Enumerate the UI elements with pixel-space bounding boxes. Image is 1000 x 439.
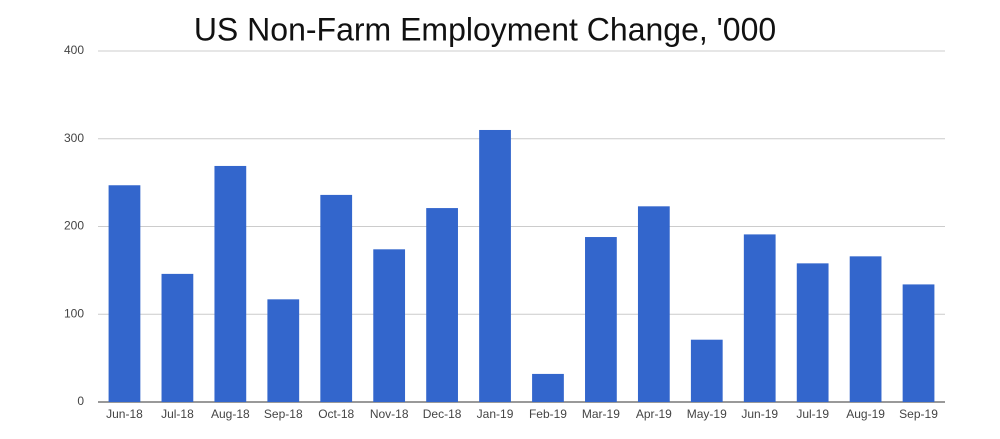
bar — [108, 185, 141, 402]
x-tick-label: Dec-18 — [423, 407, 462, 421]
bar — [532, 373, 564, 402]
bar — [849, 256, 882, 402]
bar — [585, 237, 617, 402]
x-tick-label: Mar-19 — [582, 407, 620, 421]
x-tick-label: Jul-18 — [161, 407, 194, 421]
y-tick-label: 100 — [64, 306, 84, 320]
x-tick-label: Feb-19 — [529, 407, 567, 421]
x-tick-label: Jun-19 — [741, 407, 778, 421]
bar — [479, 129, 511, 402]
x-tick-label: Jun-18 — [106, 407, 143, 421]
y-tick-label: 200 — [64, 219, 84, 233]
x-tick-label: Nov-18 — [370, 407, 409, 421]
bar — [796, 263, 829, 402]
x-tick-label: May-19 — [687, 407, 727, 421]
bar — [320, 194, 353, 402]
y-tick-label: 0 — [77, 394, 84, 408]
x-tick-label: Apr-19 — [636, 407, 672, 421]
y-tick-label: 400 — [64, 43, 84, 57]
x-tick-label: Oct-18 — [318, 407, 354, 421]
bar — [161, 273, 194, 402]
bar — [637, 206, 670, 402]
bar — [267, 299, 300, 402]
bar — [743, 234, 776, 402]
x-tick-label: Aug-18 — [211, 407, 250, 421]
x-tick-label: Sep-18 — [264, 407, 303, 421]
bar — [902, 284, 935, 402]
x-tick-label: Jan-19 — [477, 407, 514, 421]
x-tick-label: Aug-19 — [846, 407, 885, 421]
chart-title: US Non-Farm Employment Change, '000 — [194, 11, 776, 47]
bar — [426, 208, 458, 402]
bar — [373, 249, 406, 402]
bar — [690, 339, 723, 402]
x-tick-label: Sep-19 — [899, 407, 938, 421]
bar — [214, 165, 247, 402]
y-tick-label: 300 — [64, 131, 84, 145]
x-tick-label: Jul-19 — [796, 407, 829, 421]
